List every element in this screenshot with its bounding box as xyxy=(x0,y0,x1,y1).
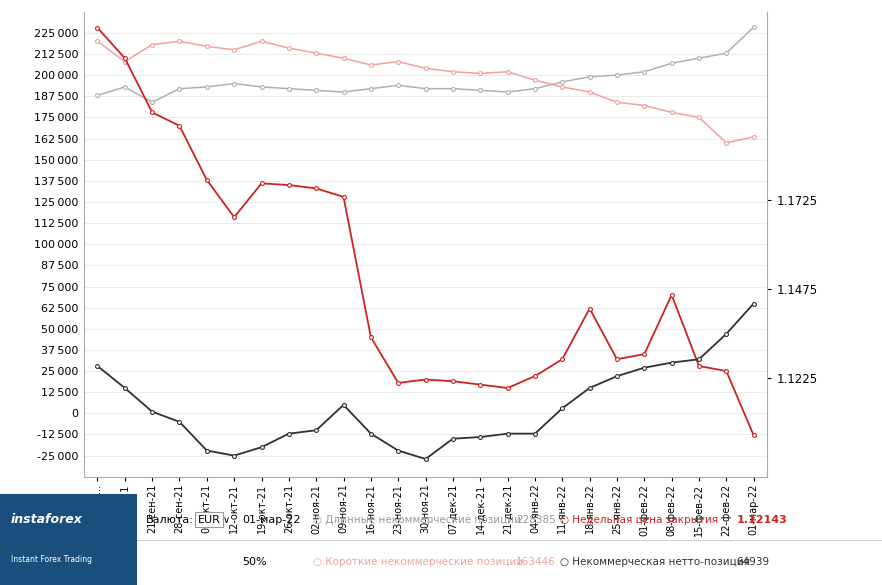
Text: Валюта:: Валюта: xyxy=(146,515,193,525)
Text: ○ Длинные некоммерческие позиции: ○ Длинные некоммерческие позиции xyxy=(313,515,521,525)
Text: 50%: 50% xyxy=(243,558,267,567)
Text: ○ Недельная цена закрытия: ○ Недельная цена закрытия xyxy=(560,515,718,525)
Text: Instant Forex Trading: Instant Forex Trading xyxy=(11,555,92,564)
Text: instaforex: instaforex xyxy=(11,513,82,526)
Text: 1.12143: 1.12143 xyxy=(736,515,788,525)
Text: 01-мар-22: 01-мар-22 xyxy=(243,515,301,525)
Text: 163446: 163446 xyxy=(516,558,556,567)
Text: ○ Короткие некоммерческие позиции: ○ Короткие некоммерческие позиции xyxy=(313,558,523,567)
Text: ∨: ∨ xyxy=(222,515,229,525)
Text: ○ Некоммерческая нетто-позиция: ○ Некоммерческая нетто-позиция xyxy=(560,558,750,567)
Text: 228385: 228385 xyxy=(516,515,556,525)
Text: 64939: 64939 xyxy=(736,558,770,567)
Bar xyxy=(0,494,137,585)
Text: EUR: EUR xyxy=(198,515,220,525)
